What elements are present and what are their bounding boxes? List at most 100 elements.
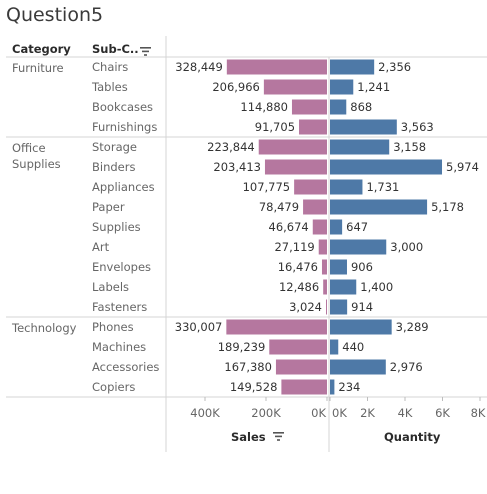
sales-bar xyxy=(263,79,327,95)
sales-bar xyxy=(323,279,327,295)
sales-value-label: 330,007 xyxy=(175,320,223,334)
sales-value-label: 16,476 xyxy=(278,260,318,274)
sales-bar xyxy=(326,299,327,315)
quantity-bar xyxy=(330,79,354,95)
sales-bar xyxy=(303,199,327,215)
quantity-value-label: 3,289 xyxy=(396,320,429,334)
subcategory-header[interactable]: Sub-C.. xyxy=(92,42,139,56)
quantity-axis-title[interactable]: Quantity xyxy=(384,430,441,444)
quantity-value-label: 647 xyxy=(346,220,368,234)
quantity-bar xyxy=(330,199,428,215)
sales-bar xyxy=(312,219,327,235)
quantity-bar xyxy=(330,179,363,195)
sales-bar xyxy=(275,359,327,375)
subcategory-label[interactable]: Accessories xyxy=(92,360,160,374)
category-label-line: Supplies xyxy=(12,157,61,171)
sort-descending-icon[interactable] xyxy=(272,431,285,442)
sales-bar xyxy=(258,139,327,155)
subcategory-label[interactable]: Paper xyxy=(92,200,125,214)
quantity-value-label: 5,178 xyxy=(431,200,464,214)
quantity-bar xyxy=(330,219,343,235)
sales-value-label: 167,380 xyxy=(224,360,272,374)
quantity-axis-tick-label: 0K xyxy=(332,406,347,420)
quantity-value-label: 906 xyxy=(351,260,373,274)
quantity-value-label: 234 xyxy=(338,380,360,394)
quantity-value-label: 3,000 xyxy=(390,240,423,254)
quantity-value-label: 1,400 xyxy=(360,280,393,294)
sales-value-label: 78,479 xyxy=(259,200,299,214)
sales-bar xyxy=(321,259,327,275)
subcategory-label[interactable]: Appliances xyxy=(92,180,155,194)
quantity-bar xyxy=(330,279,357,295)
sales-value-label: 206,966 xyxy=(212,80,260,94)
quantity-value-label: 2,356 xyxy=(378,60,411,74)
sales-value-label: 3,024 xyxy=(289,300,322,314)
sales-bar xyxy=(299,119,327,135)
subcategory-label[interactable]: Fasteners xyxy=(92,300,148,314)
quantity-bar xyxy=(330,59,375,75)
category-label[interactable]: Technology xyxy=(12,321,77,335)
quantity-value-label: 1,731 xyxy=(366,180,399,194)
sales-value-label: 91,705 xyxy=(255,120,295,134)
sales-axis-label: Sales xyxy=(231,430,266,444)
quantity-value-label: 3,158 xyxy=(393,140,426,154)
quantity-value-label: 3,563 xyxy=(401,120,434,134)
sales-value-label: 149,528 xyxy=(230,380,278,394)
quantity-value-label: 2,976 xyxy=(390,360,423,374)
sales-value-label: 27,119 xyxy=(274,240,314,254)
subcategory-label[interactable]: Furnishings xyxy=(92,120,158,134)
quantity-bar xyxy=(330,339,339,355)
sales-bar xyxy=(291,99,327,115)
category-label-line: Office xyxy=(12,141,46,155)
subcategory-label[interactable]: Machines xyxy=(92,340,147,354)
subcategory-label[interactable]: Labels xyxy=(92,280,130,294)
subcategory-label[interactable]: Chairs xyxy=(92,60,129,74)
quantity-bar xyxy=(330,319,392,335)
subcategory-label[interactable]: Bookcases xyxy=(92,100,154,114)
sales-axis-title[interactable]: Sales xyxy=(231,430,285,444)
sales-bar xyxy=(269,339,327,355)
sales-axis-tick-label: 200K xyxy=(251,406,281,420)
quantity-value-label: 1,241 xyxy=(357,80,390,94)
quantity-value-label: 914 xyxy=(351,300,373,314)
sales-value-label: 46,674 xyxy=(269,220,309,234)
sales-value-label: 114,880 xyxy=(240,100,288,114)
sales-value-label: 12,486 xyxy=(279,280,319,294)
subcategory-label[interactable]: Supplies xyxy=(92,220,141,234)
sales-axis-tick-label: 400K xyxy=(190,406,220,420)
sales-value-label: 203,413 xyxy=(213,160,261,174)
subcategory-label[interactable]: Storage xyxy=(92,140,137,154)
quantity-axis-tick-label: 8K xyxy=(471,406,486,420)
sort-descending-icon[interactable] xyxy=(140,42,152,61)
sales-bar xyxy=(264,159,327,175)
subcategory-label[interactable]: Art xyxy=(92,240,110,254)
quantity-bar xyxy=(330,139,390,155)
quantity-axis-tick-label: 2K xyxy=(360,406,375,420)
quantity-bar xyxy=(330,299,348,315)
sales-axis-tick-label: 0K xyxy=(311,406,326,420)
sales-bar xyxy=(318,239,327,255)
subcategory-label[interactable]: Phones xyxy=(92,320,134,334)
quantity-bar xyxy=(330,119,397,135)
sales-value-label: 223,844 xyxy=(207,140,255,154)
sales-value-label: 189,239 xyxy=(218,340,266,354)
sales-bar xyxy=(294,179,327,195)
sales-value-label: 328,449 xyxy=(175,60,223,74)
quantity-axis-tick-label: 4K xyxy=(398,406,413,420)
quantity-bar xyxy=(330,159,443,175)
sales-bar xyxy=(226,59,327,75)
subcategory-label[interactable]: Copiers xyxy=(92,380,136,394)
quantity-axis-tick-label: 6K xyxy=(435,406,450,420)
category-header[interactable]: Category xyxy=(12,42,71,56)
category-label[interactable]: Office Supplies xyxy=(12,140,61,172)
sales-bar xyxy=(226,319,327,335)
subcategory-label[interactable]: Tables xyxy=(92,80,128,94)
quantity-value-label: 5,974 xyxy=(446,160,479,174)
category-label[interactable]: Furniture xyxy=(12,61,64,75)
quantity-bar xyxy=(330,99,347,115)
subcategory-label[interactable]: Binders xyxy=(92,160,136,174)
quantity-bar xyxy=(330,239,387,255)
subcategory-label[interactable]: Envelopes xyxy=(92,260,152,274)
quantity-value-label: 440 xyxy=(342,340,364,354)
